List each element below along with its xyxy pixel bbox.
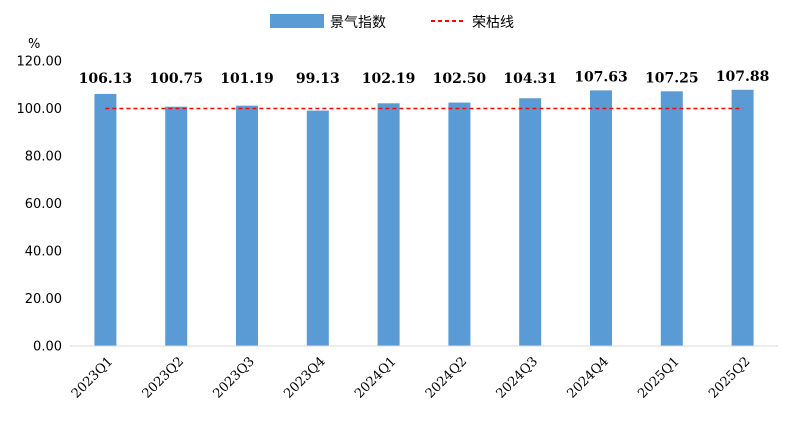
plot-area: 0.00 20.00 40.00 60.00 80.00 100.00 120.00 106.…	[17, 55, 778, 402]
data-label: 102.19	[362, 71, 416, 87]
x-category-label: 2025Q1	[635, 354, 682, 401]
x-category-label: 2024Q1	[352, 354, 399, 401]
data-label: 107.63	[574, 69, 628, 85]
x-category-label: 2023Q2	[140, 354, 187, 401]
bar	[590, 90, 612, 346]
legend-label-bars: 景气指数	[330, 15, 386, 31]
bar	[94, 93, 117, 346]
data-label: 99.13	[296, 71, 340, 87]
y-tick-label: 0.00	[33, 340, 62, 355]
bar	[660, 91, 683, 346]
data-label: 102.50	[433, 71, 487, 87]
data-label: 100.75	[149, 71, 203, 87]
bar	[236, 105, 258, 346]
legend-bar-swatch	[270, 14, 324, 28]
y-tick-label: 120.00	[17, 55, 63, 70]
bar	[165, 106, 188, 346]
x-category-label: 2023Q4	[281, 354, 328, 401]
y-tick-label: 80.00	[25, 150, 62, 165]
y-tick-label: 40.00	[25, 245, 62, 260]
bar	[306, 110, 329, 346]
legend: 景气指数 荣枯线	[270, 14, 514, 31]
bar	[448, 102, 471, 346]
x-category-label: 2023Q3	[210, 354, 257, 401]
y-tick-label: 20.00	[25, 292, 62, 307]
x-category-label: 2023Q1	[69, 354, 116, 401]
x-category-label: 2024Q4	[564, 354, 611, 401]
y-tick-label: 100.00	[17, 102, 63, 117]
bar	[377, 103, 400, 346]
data-label: 104.31	[503, 71, 557, 87]
x-category-label: 2024Q3	[494, 354, 541, 401]
data-label: 107.25	[645, 70, 699, 86]
x-category-label: 2025Q2	[706, 354, 753, 401]
data-label: 106.13	[79, 71, 133, 87]
bar	[519, 98, 542, 346]
x-category-label: 2024Q2	[423, 354, 470, 401]
data-label: 107.88	[716, 69, 770, 85]
data-label: 101.19	[220, 71, 274, 87]
bar	[731, 89, 754, 346]
legend-label-line: 荣枯线	[472, 15, 514, 31]
y-axis-unit-label: %	[28, 37, 40, 52]
y-tick-label: 60.00	[25, 197, 62, 212]
